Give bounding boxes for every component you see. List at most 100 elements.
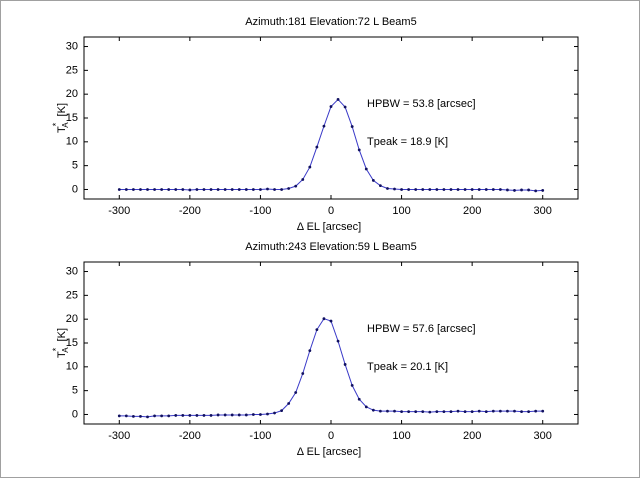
y-label-sup: * bbox=[51, 122, 61, 126]
y-tick-label: 0 bbox=[72, 183, 78, 195]
data-point bbox=[513, 409, 516, 413]
data-point bbox=[506, 409, 509, 413]
data-point bbox=[139, 414, 142, 418]
data-point bbox=[266, 187, 269, 191]
data-point bbox=[498, 188, 502, 191]
x-tick-label: -300 bbox=[108, 430, 130, 442]
data-point bbox=[428, 410, 432, 414]
data-point bbox=[244, 188, 248, 191]
data-point bbox=[315, 328, 319, 332]
data-point bbox=[167, 188, 171, 191]
data-point bbox=[428, 188, 432, 191]
data-point bbox=[336, 339, 340, 343]
data-point bbox=[463, 188, 467, 191]
data-point bbox=[266, 412, 269, 416]
x-tick-label: -300 bbox=[108, 205, 130, 217]
data-point bbox=[520, 410, 523, 414]
data-point bbox=[449, 188, 453, 191]
data-point bbox=[400, 188, 403, 191]
data-point bbox=[407, 188, 411, 191]
data-point bbox=[400, 410, 403, 414]
data-point bbox=[541, 189, 545, 192]
data-point bbox=[259, 188, 262, 191]
data-point bbox=[174, 414, 178, 417]
data-point bbox=[287, 187, 291, 190]
data-point bbox=[315, 145, 319, 149]
data-point bbox=[527, 188, 530, 192]
data-point bbox=[273, 411, 276, 415]
y-tick-label: 10 bbox=[66, 136, 78, 148]
x-axis-label: Δ EL [arcsec] bbox=[297, 221, 361, 233]
y-label-sub: A bbox=[61, 347, 70, 353]
x-tick-label: 300 bbox=[534, 430, 552, 442]
data-point bbox=[534, 189, 538, 193]
data-point bbox=[202, 414, 206, 417]
data-point bbox=[251, 413, 255, 416]
y-tick-label: 5 bbox=[72, 385, 78, 397]
x-tick-label: 0 bbox=[328, 430, 334, 442]
data-point bbox=[513, 189, 516, 192]
data-point bbox=[414, 188, 418, 191]
annotation: HPBW = 57.6 [arcsec] bbox=[367, 323, 476, 335]
data-point bbox=[463, 410, 467, 414]
data-point bbox=[449, 410, 453, 414]
y-label-base: T bbox=[56, 126, 68, 133]
x-tick-label: -200 bbox=[179, 205, 201, 217]
data-point bbox=[223, 188, 227, 191]
data-point bbox=[357, 397, 361, 401]
annotation: HPBW = 53.8 [arcsec] bbox=[367, 98, 476, 110]
data-point bbox=[230, 413, 234, 417]
data-point bbox=[216, 188, 220, 191]
data-point bbox=[477, 409, 481, 413]
data-point bbox=[117, 188, 121, 191]
data-point bbox=[371, 179, 375, 182]
data-point bbox=[280, 188, 283, 191]
data-point bbox=[139, 188, 142, 191]
data-point bbox=[350, 384, 354, 387]
data-point bbox=[188, 188, 192, 192]
data-point bbox=[442, 410, 446, 414]
data-point bbox=[223, 413, 227, 417]
data-point bbox=[322, 317, 326, 321]
data-point bbox=[273, 188, 276, 191]
y-tick-label: 5 bbox=[72, 160, 78, 172]
y-label-sub: A bbox=[61, 122, 70, 128]
data-point bbox=[393, 187, 396, 191]
x-tick-label: 0 bbox=[328, 205, 334, 217]
axes-box bbox=[83, 261, 579, 425]
y-tick-label: 30 bbox=[66, 265, 78, 277]
data-point bbox=[442, 188, 446, 191]
annotation: Tpeak = 20.1 [K] bbox=[367, 361, 448, 373]
data-point bbox=[132, 188, 135, 191]
data-point bbox=[364, 167, 368, 171]
y-tick-label: 30 bbox=[66, 40, 78, 52]
data-point bbox=[237, 413, 241, 417]
y-tick-label: 10 bbox=[66, 361, 78, 373]
x-tick-label: -100 bbox=[249, 205, 271, 217]
y-axis-label: T*A [K] bbox=[51, 328, 70, 358]
y-tick-label: 15 bbox=[66, 112, 78, 124]
data-point bbox=[414, 410, 418, 414]
data-point bbox=[195, 414, 199, 417]
data-point bbox=[287, 402, 291, 405]
data-point bbox=[329, 319, 333, 323]
data-point bbox=[484, 410, 488, 414]
data-point bbox=[209, 414, 213, 417]
y-axis-label: T*A [K] bbox=[51, 103, 70, 133]
data-point bbox=[181, 188, 185, 191]
data-point bbox=[491, 188, 495, 191]
data-point bbox=[364, 405, 368, 409]
data-point bbox=[308, 165, 312, 169]
data-point bbox=[386, 409, 389, 413]
data-point bbox=[174, 188, 178, 191]
data-point bbox=[202, 188, 206, 191]
data-point bbox=[146, 415, 149, 419]
data-point bbox=[244, 413, 248, 417]
y-tick-label: 20 bbox=[66, 313, 78, 325]
x-tick-label: 100 bbox=[392, 205, 410, 217]
data-point bbox=[350, 125, 354, 128]
y-label-unit: [K] bbox=[56, 328, 68, 341]
data-point bbox=[301, 372, 305, 375]
data-point bbox=[357, 148, 361, 152]
data-point bbox=[421, 410, 425, 414]
